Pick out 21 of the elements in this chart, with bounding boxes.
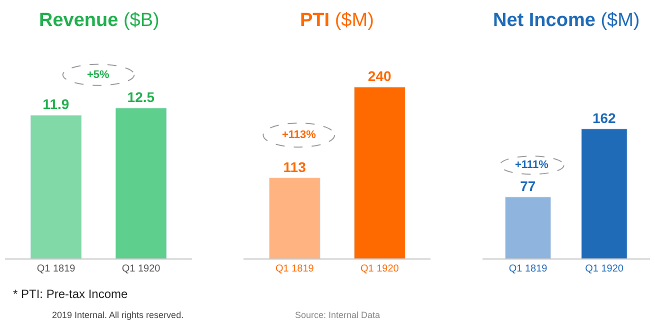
- x-tick-label: Q1 1819: [275, 264, 314, 275]
- x-tick-label: Q1 1920: [360, 264, 400, 275]
- text: 2019 Internal. All rights reserved.: [52, 310, 184, 320]
- x-tick-label: Q1 1819: [508, 264, 548, 275]
- x-tick-label: Q1 1920: [585, 264, 624, 275]
- data-label: 11.9: [42, 96, 70, 112]
- annotation: +111%: [515, 159, 549, 171]
- data-label: 12.5: [127, 88, 155, 105]
- data-label: 240: [368, 68, 392, 84]
- x-tick-label: Q1 1819: [36, 264, 76, 275]
- source-note: Source: Internal Data: [295, 310, 380, 320]
- text: +5%: [87, 69, 110, 81]
- x-tick-label: Q1 1920: [122, 264, 161, 275]
- data-label: 113: [283, 158, 306, 175]
- annotation: +113%: [282, 129, 316, 141]
- data-label: 77: [520, 178, 536, 194]
- text: * PTI: Pre-tax Income: [13, 287, 128, 301]
- chart-title: Net Income ($M): [493, 10, 640, 31]
- chart-title: PTI ($M): [300, 10, 374, 31]
- chart-title: Revenue ($B): [39, 10, 160, 31]
- data-label: 162: [592, 110, 616, 126]
